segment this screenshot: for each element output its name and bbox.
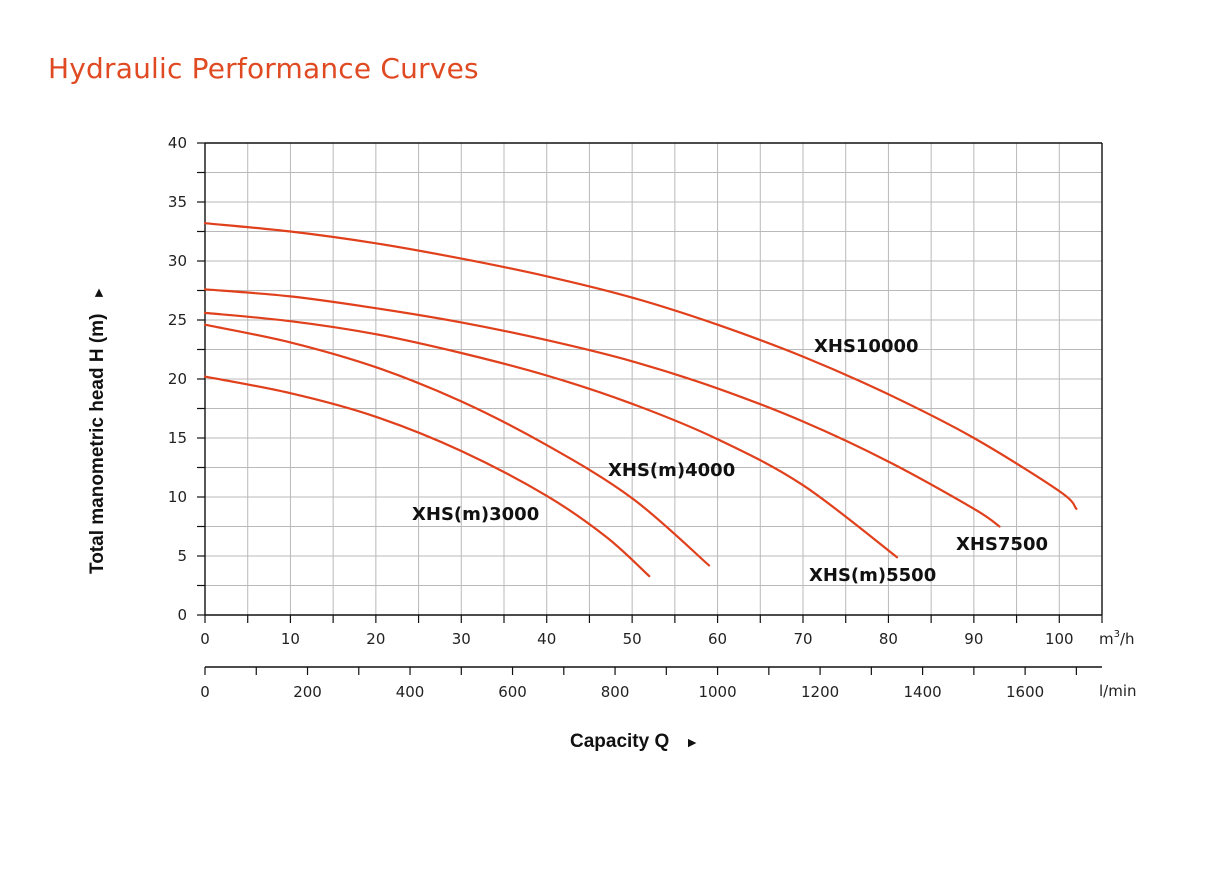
x-unit-label: m3/h: [1099, 629, 1135, 648]
x-tick-label: 10: [281, 630, 300, 648]
x2-tick-label: 0: [200, 683, 210, 701]
y-axis-title: Total manometric head H (m)►: [87, 286, 108, 574]
x-tick-label: 50: [623, 630, 642, 648]
curve-xhs-m-5500: [203, 311, 899, 559]
label-xhs7500: XHS7500: [956, 534, 1048, 555]
curve-xhs-m-3000: [203, 375, 651, 578]
x-tick-label: 80: [879, 630, 898, 648]
grid: [204, 142, 1103, 616]
y-tick-label: 40: [168, 134, 187, 152]
series-labels: XHS10000 XHS7500 XHS(m)5500 XHS(m)4000 XHS(m…: [412, 336, 1048, 586]
page-title: Hydraulic Performance Curves: [48, 52, 479, 85]
x2-tick-label: 400: [396, 683, 425, 701]
x2-tick-label: 600: [498, 683, 527, 701]
series-curves: [203, 222, 1078, 578]
x-axis-arrow: ►: [685, 734, 699, 750]
x-tick-label: 0: [200, 630, 210, 648]
y-tick-label: 30: [168, 252, 187, 270]
curve-xhs-m-4000: [203, 323, 711, 567]
x2-unit-label: l/min: [1099, 682, 1137, 700]
curve-xhs10000: [203, 222, 1078, 510]
y-tick-label: 35: [168, 193, 187, 211]
x-tick-label: 30: [452, 630, 471, 648]
y-tick-label: 0: [177, 606, 187, 624]
y-tick-label: 15: [168, 429, 187, 447]
x-tick-label: 100: [1045, 630, 1074, 648]
y-tick-label: 20: [168, 370, 187, 388]
label-xhs10000: XHS10000: [814, 336, 919, 357]
y-tick-label: 10: [168, 488, 187, 506]
y-tick-label: 5: [177, 547, 187, 565]
label-xhs-m-3000: XHS(m)3000: [412, 504, 539, 525]
x2-tick-label: 1400: [904, 683, 942, 701]
y-tick-label: 25: [168, 311, 187, 329]
x2-tick-label: 200: [293, 683, 322, 701]
label-xhs-m-4000: XHS(m)4000: [608, 460, 735, 481]
x2-tick-label: 1600: [1006, 683, 1044, 701]
y-axis-arrow: ►: [90, 286, 106, 300]
x-tick-label: 90: [964, 630, 983, 648]
x-tick-label: 70: [793, 630, 812, 648]
curve-xhs7500: [203, 288, 1001, 528]
x2-tick-label: 800: [601, 683, 630, 701]
label-xhs-m-5500: XHS(m)5500: [809, 565, 936, 586]
x2-tick-label: 1200: [801, 683, 839, 701]
x2-tick-label: 1000: [698, 683, 736, 701]
x-tick-label: 60: [708, 630, 727, 648]
x-axis-title: Capacity Q ►: [570, 731, 699, 752]
x-tick-label: 20: [366, 630, 385, 648]
x-tick-label: 40: [537, 630, 556, 648]
